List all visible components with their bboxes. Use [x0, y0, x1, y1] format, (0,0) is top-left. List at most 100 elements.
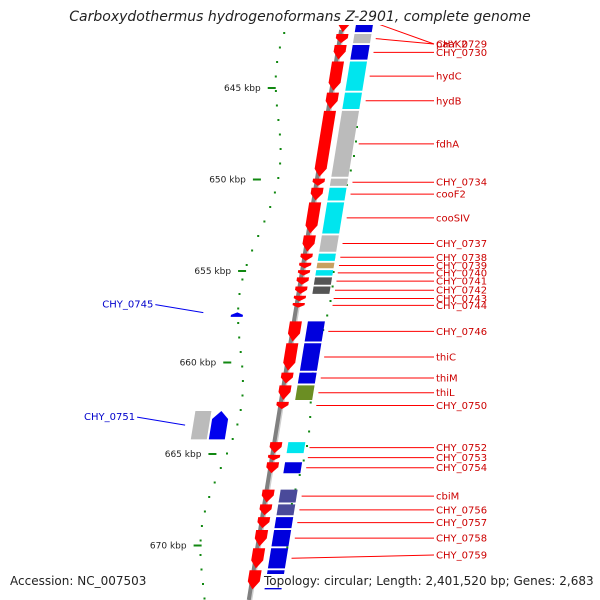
gene-label: CHY_0729 — [436, 40, 487, 51]
gene-label: CHY_0739 — [436, 261, 487, 272]
gc-dot-left — [203, 510, 206, 513]
cog-band — [331, 110, 360, 177]
gc-dot-left — [199, 539, 202, 542]
gc-dot-right — [290, 503, 293, 505]
gc-dot-right — [326, 314, 329, 317]
gc-dot-left — [241, 278, 244, 281]
gc-dot-left — [278, 46, 281, 49]
forward-gene-arrow — [254, 529, 269, 547]
gc-dot-left — [241, 380, 244, 382]
cog-band — [297, 372, 317, 384]
map-title: Carboxydothermus hydrogenoformans Z-2901… — [0, 9, 600, 25]
forward-gene-arrow — [261, 489, 275, 503]
cog-band — [286, 442, 306, 454]
cog-band — [352, 34, 372, 44]
gc-dot-left — [241, 394, 244, 397]
forward-gene-arrow — [292, 303, 305, 308]
gene-label: CHY_0742 — [436, 286, 487, 297]
gene-label: paaK2 — [436, 40, 468, 51]
accession-text: Accession: NC_007503 — [8, 574, 149, 588]
ruler-label: 665 kbp — [165, 450, 202, 460]
gc-dot-left — [274, 75, 277, 78]
gene-label: CHY_0734 — [436, 178, 487, 189]
gc-dot-left — [238, 293, 241, 295]
gc-dot-right — [298, 474, 301, 476]
gc-dot-right — [286, 546, 289, 549]
gc-dot-left — [238, 336, 241, 339]
gc-dot-left — [213, 481, 216, 484]
gene-label: CHY_0744 — [436, 301, 487, 312]
gc-dot-left — [239, 351, 242, 353]
gc-dot-left — [275, 104, 278, 107]
gc-dot-right — [306, 445, 308, 447]
gene-label: CHY_0746 — [436, 327, 487, 338]
gene-label: CHY_0759 — [436, 551, 487, 562]
gc-dot-right — [332, 271, 335, 273]
gc-dot-right — [349, 169, 352, 172]
gene-label: CHY_0756 — [436, 505, 487, 516]
gene-label: CHY_0745 — [102, 300, 153, 311]
gene-label: CHY_0751 — [84, 412, 135, 423]
gc-dot-left — [273, 191, 276, 194]
gene-label: hydC — [436, 72, 462, 83]
gc-dot-left — [257, 235, 260, 237]
cog-band — [274, 517, 294, 529]
gene-label: CHY_0750 — [436, 401, 487, 412]
cog-band — [271, 529, 292, 547]
forward-gene-arrow — [299, 262, 312, 269]
forward-gene-arrow — [293, 295, 307, 302]
forward-gene-arrow — [296, 277, 310, 285]
ruler-label: 660 kbp — [180, 359, 217, 369]
cog-band — [350, 44, 370, 60]
gc-dot-left — [263, 220, 266, 223]
forward-gene-arrow — [276, 401, 289, 410]
gene-label: thiC — [436, 353, 456, 364]
gc-dot-left — [208, 496, 211, 498]
gene-label: CHY_0753 — [436, 453, 487, 464]
ruler-label: 650 kbp — [209, 176, 246, 186]
cog-band — [345, 61, 368, 91]
cog-band — [312, 286, 331, 294]
gene-label: CHY_0730 — [436, 48, 487, 59]
gene-label: CHY_0738 — [436, 253, 487, 264]
cog-band — [316, 262, 335, 269]
forward-gene-arrow — [280, 372, 294, 384]
gc-dot-left — [237, 322, 240, 324]
forward-gene-arrow — [278, 385, 292, 401]
gc-dot-left — [274, 90, 277, 92]
gc-dot-left — [277, 119, 280, 121]
gc-dot-left — [231, 438, 234, 440]
cog-band — [315, 270, 334, 276]
gc-dot-left — [245, 264, 248, 266]
cog-band — [267, 548, 289, 569]
gc-dot-right — [355, 140, 357, 143]
forward-gene-arrow — [335, 34, 349, 44]
cog-band — [276, 504, 296, 516]
cog-band — [327, 187, 347, 201]
gc-dot-left — [200, 525, 203, 527]
forward-gene-arrow — [259, 504, 273, 516]
gc-dot-left — [269, 206, 272, 208]
gc-dot-left — [219, 467, 222, 469]
cog-band — [299, 343, 322, 371]
gene-label: CHY_0743 — [436, 294, 487, 305]
forward-gene-arrow — [333, 44, 347, 60]
gene-label: cooSIV — [436, 213, 470, 224]
gene-leader-line — [377, 23, 435, 45]
gc-dot-left — [226, 452, 228, 455]
gene-label: CHY_0737 — [436, 239, 487, 250]
cog-band — [317, 253, 336, 261]
genome-summary-text: Topology: circular; Length: 2,401,520 bp… — [262, 574, 596, 588]
gene-label: cbiM — [436, 492, 459, 503]
forward-gene-arrow — [295, 286, 308, 294]
gc-dot-right — [331, 285, 334, 288]
ruler-label: 645 kbp — [224, 84, 261, 94]
gc-dot-left — [239, 409, 242, 411]
forward-gene-arrow — [325, 92, 339, 110]
forward-gene-arrow — [283, 343, 299, 371]
forward-gene-arrow — [312, 178, 326, 186]
gene-leader-line — [155, 304, 204, 314]
cog-band — [313, 277, 333, 285]
gc-dot-right — [329, 300, 332, 302]
gc-dot-left — [279, 162, 282, 165]
